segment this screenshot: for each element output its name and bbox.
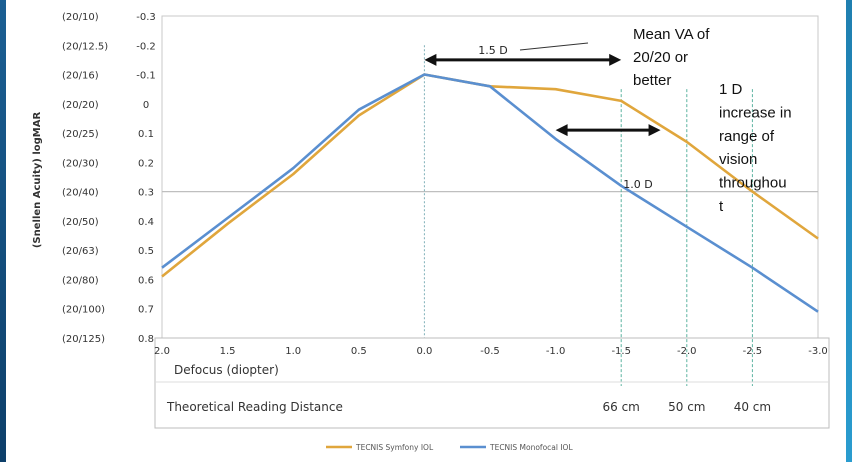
- y-axis-label: (Snellen Acuity) logMAR: [32, 112, 43, 249]
- callout-range-line: vision: [719, 151, 757, 168]
- x-tick-label: 2.0: [154, 346, 170, 357]
- annotation-arrowhead-left-0: [424, 53, 437, 66]
- x-tick-label: 1.5: [220, 346, 236, 357]
- snellen-label: (20/80): [62, 275, 99, 286]
- x-tick-label: -1.5: [611, 346, 631, 357]
- annotation-label-1-5d: 1.5 D: [478, 44, 507, 57]
- reading-distance-value: 66 cm: [603, 400, 640, 414]
- annotation-arrowhead-right-0: [609, 53, 622, 66]
- callout-range-line: t: [719, 198, 724, 215]
- y-tick-label: 0: [143, 100, 149, 111]
- legend: TECNIS Symfony IOL TECNIS Monofocal IOL: [326, 443, 573, 452]
- y-tick-label: -0.1: [136, 71, 156, 82]
- x-tick-labels: 2.0 1.5 1.0 0.5 0.0 -0.5 -1.0 -1.5 -2.0 -2.5 -3.0: [154, 346, 828, 357]
- snellen-label: (20/16): [62, 71, 99, 82]
- slide-left-edge: [0, 0, 6, 462]
- snellen-label: (20/50): [62, 217, 99, 228]
- callout-range-line: increase in: [719, 104, 792, 121]
- annotation-arrowhead-left-1: [555, 124, 568, 137]
- y-tick-label: 0.2: [138, 158, 154, 169]
- callout-range-line: throughou: [719, 175, 787, 192]
- snellen-label: (20/125): [62, 334, 105, 345]
- y-tick-label: -0.2: [136, 41, 156, 52]
- x-tick-label: -2.0: [677, 346, 697, 357]
- slide-right-edge: [846, 0, 852, 462]
- x-tick-label: -1.0: [546, 346, 566, 357]
- snellen-label: (20/20): [62, 100, 99, 111]
- y-tick-label: 0.8: [138, 334, 154, 345]
- x-axis-label: Defocus (diopter): [174, 363, 279, 377]
- callout-range-line: range of: [719, 128, 775, 145]
- legend-label-1: TECNIS Monofocal IOL: [489, 443, 573, 452]
- callout-leader-line: [519, 42, 589, 51]
- callout-range-line: 1 D: [719, 81, 743, 98]
- x-tick-label: -3.0: [808, 346, 828, 357]
- snellen-label: (20/63): [62, 246, 99, 257]
- y-tick-label: 0.1: [138, 129, 154, 140]
- reading-distance-label: Theoretical Reading Distance: [166, 400, 343, 414]
- snellen-labels: (20/10) (20/12.5) (20/16) (20/20) (20/25) (20…: [62, 12, 108, 345]
- axis-panel: [154, 337, 830, 429]
- snellen-label: (20/10): [62, 12, 99, 23]
- x-tick-label: -0.5: [480, 346, 500, 357]
- x-tick-label: -2.5: [743, 346, 763, 357]
- y-tick-label: 0.3: [138, 188, 154, 199]
- snellen-label: (20/12.5): [62, 41, 108, 52]
- y-tick-label: 0.7: [138, 305, 154, 316]
- vertical-guides: [423, 45, 753, 386]
- x-tick-label: 0.0: [416, 346, 432, 357]
- snellen-label: (20/100): [62, 305, 105, 316]
- x-tick-label: 1.0: [285, 346, 301, 357]
- annotations: 1.5 D 1.0 D: [424, 44, 661, 191]
- annotation-label-1-0d: 1.0 D: [623, 178, 652, 191]
- annotation-arrowhead-right-1: [648, 124, 661, 137]
- series-line-1: [161, 73, 819, 313]
- callout-mean-va-line: better: [633, 72, 671, 89]
- y-tick-labels: -0.3 -0.2 -0.1 0 0.1 0.2 0.3 0.4 0.5 0.6 0.7 0.8: [136, 12, 156, 345]
- callout-mean-va: Mean VA of 20/20 or better: [633, 26, 710, 89]
- reading-distance-value: 50 cm: [668, 400, 705, 414]
- y-tick-label: 0.6: [138, 275, 154, 286]
- callout-range: 1 D increase in range of vision throughou t: [719, 81, 792, 215]
- callout-mean-va-line: Mean VA of: [633, 26, 710, 43]
- y-tick-label: 0.5: [138, 246, 154, 257]
- plot-area: [161, 15, 819, 339]
- y-tick-label: -0.3: [136, 12, 156, 23]
- x-tick-label: 0.5: [351, 346, 367, 357]
- snellen-label: (20/30): [62, 158, 99, 169]
- reading-distance-value: 40 cm: [734, 400, 771, 414]
- callout-mean-va-line: 20/20 or: [633, 49, 688, 66]
- legend-label-0: TECNIS Symfony IOL: [355, 443, 434, 452]
- series-layer: [161, 73, 819, 313]
- snellen-label: (20/25): [62, 129, 99, 140]
- snellen-label: (20/40): [62, 188, 99, 199]
- reading-distances: 66 cm 50 cm 40 cm: [603, 400, 772, 414]
- y-tick-label: 0.4: [138, 217, 154, 228]
